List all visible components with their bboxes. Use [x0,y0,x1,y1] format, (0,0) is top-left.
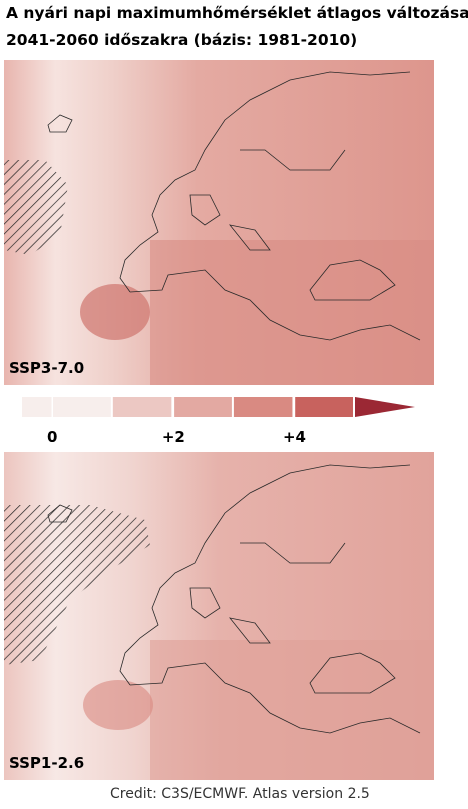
colorbar-segment [112,397,172,417]
map-field [150,240,434,385]
panel-label: SSP3-7.0 [9,359,84,377]
colorbar-tick-label: +2 [162,428,185,446]
coastline [47,464,421,734]
panel-label: SSP1-2.6 [9,754,84,772]
colorbar-segment [233,397,293,417]
coastline [47,71,421,341]
credit: Credit: C3S/ECMWF. Atlas version 2.5 [110,786,370,802]
hatch-area [4,160,68,255]
colorbar-segment [22,397,111,417]
title-line: 2041-2060 időszakra (bázis: 1981-2010) [6,31,357,49]
map-panel: SSP1-2.6 [4,452,434,780]
map-field [150,640,434,780]
colorbar-segment [294,397,353,417]
map-field [80,284,150,340]
hatch-area [4,505,150,665]
colorbar-tick-label: 0 [47,428,57,446]
colorbar-segment [173,397,232,417]
colorbar-extend [355,397,415,417]
map-field [83,680,153,730]
colorbar-tick-label: +4 [283,428,306,446]
title-line: A nyári napi maximumhőmérséklet átlagos … [6,4,468,22]
map-panel: SSP3-7.0 [4,60,434,385]
colorbar: 0 +2 +4 [22,397,415,446]
